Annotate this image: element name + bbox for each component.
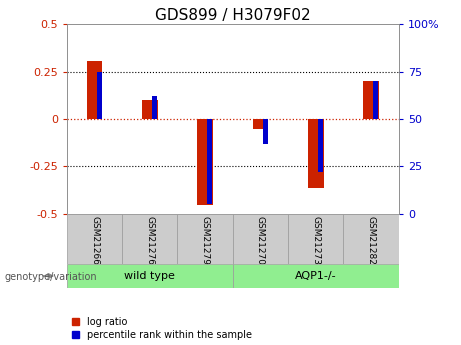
Bar bbox=[67, 214, 122, 264]
Bar bbox=[67, 264, 233, 288]
Text: GSM21282: GSM21282 bbox=[366, 216, 376, 265]
Text: GSM21266: GSM21266 bbox=[90, 216, 99, 265]
Bar bbox=[373, 81, 378, 119]
Bar bbox=[263, 119, 268, 144]
Bar bbox=[207, 119, 213, 204]
Text: GSM21270: GSM21270 bbox=[256, 216, 265, 265]
Bar bbox=[288, 214, 343, 264]
Text: GSM21279: GSM21279 bbox=[201, 216, 210, 265]
Text: GSM21273: GSM21273 bbox=[311, 216, 320, 265]
Bar bbox=[363, 81, 379, 119]
Legend: log ratio, percentile rank within the sample: log ratio, percentile rank within the sa… bbox=[72, 317, 252, 340]
Bar bbox=[197, 119, 213, 205]
Bar bbox=[152, 96, 157, 119]
Bar bbox=[308, 119, 324, 188]
Text: wild type: wild type bbox=[124, 271, 175, 281]
Bar bbox=[233, 264, 399, 288]
Bar bbox=[233, 214, 288, 264]
Text: AQP1-/-: AQP1-/- bbox=[295, 271, 337, 281]
Text: genotype/variation: genotype/variation bbox=[5, 272, 97, 282]
Bar bbox=[177, 214, 233, 264]
Bar bbox=[97, 71, 102, 119]
Bar bbox=[142, 100, 158, 119]
Bar bbox=[318, 119, 323, 172]
Text: GSM21276: GSM21276 bbox=[145, 216, 154, 265]
Bar bbox=[253, 119, 268, 129]
Bar bbox=[87, 61, 102, 119]
Title: GDS899 / H3079F02: GDS899 / H3079F02 bbox=[155, 8, 311, 23]
Bar bbox=[122, 214, 177, 264]
Bar bbox=[343, 214, 399, 264]
